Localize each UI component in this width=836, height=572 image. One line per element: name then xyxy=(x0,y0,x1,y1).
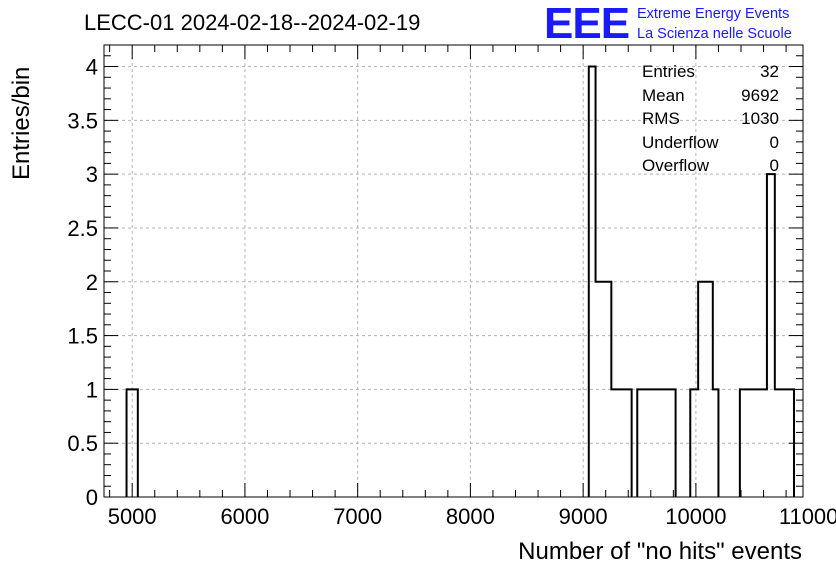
y-tick-label: 2.5 xyxy=(67,216,98,241)
stats-row-overflow: Overflow 0 xyxy=(642,154,779,178)
x-tick-label: 8000 xyxy=(446,504,495,529)
y-tick-label: 0 xyxy=(86,485,98,510)
x-tick-label: 7000 xyxy=(333,504,382,529)
y-tick-label: 2 xyxy=(86,270,98,295)
stats-label: Underflow xyxy=(642,132,719,152)
stats-label: Overflow xyxy=(642,156,710,175)
stats-label: Mean xyxy=(642,85,685,105)
stats-label: RMS xyxy=(642,109,680,128)
y-tick-label: 1.5 xyxy=(67,324,98,349)
stats-value: 1030 xyxy=(741,109,779,128)
logo-caption: Extreme Energy Events La Scienza nelle S… xyxy=(637,4,792,44)
y-axis-label: Entries/bin xyxy=(8,66,35,180)
stats-row-entries: Entries 32 xyxy=(642,60,779,84)
stats-value: 0 xyxy=(769,156,779,175)
stats-row-mean: Mean 9692 xyxy=(642,84,779,108)
stats-row-rms: RMS 1030 xyxy=(642,107,779,131)
y-tick-label: 1 xyxy=(86,377,98,402)
x-tick-label: 6000 xyxy=(220,504,269,529)
y-tick-label: 3.5 xyxy=(67,108,98,133)
stats-box: Entries 32 Mean 9692 RMS 1030 Underflow … xyxy=(642,60,779,178)
y-tick-label: 3 xyxy=(86,162,98,187)
x-tick-label: 5000 xyxy=(108,504,157,529)
histogram-bars xyxy=(125,65,795,497)
eee-logo-icon: EEE xyxy=(544,0,630,48)
stats-value: 0 xyxy=(769,132,779,152)
stats-row-underflow: Underflow 0 xyxy=(642,131,779,155)
stats-value: 9692 xyxy=(741,85,779,105)
stats-label: Entries xyxy=(642,62,695,81)
y-tick-label: 4 xyxy=(86,55,98,80)
x-axis-label: Number of "no hits" events xyxy=(518,538,802,565)
chart-title: LECC-01 2024-02-18--2024-02-19 xyxy=(84,10,421,35)
x-tick-label: 9000 xyxy=(559,504,608,529)
y-tick-label: 0.5 xyxy=(67,431,98,456)
x-tick-label: 11000 xyxy=(779,504,836,529)
logo-line1: Extreme Energy Events xyxy=(637,6,790,22)
stats-value: 32 xyxy=(760,62,779,81)
logo-line2: La Scienza nelle Scuole xyxy=(637,26,792,42)
x-tick-label: 10000 xyxy=(665,504,726,529)
